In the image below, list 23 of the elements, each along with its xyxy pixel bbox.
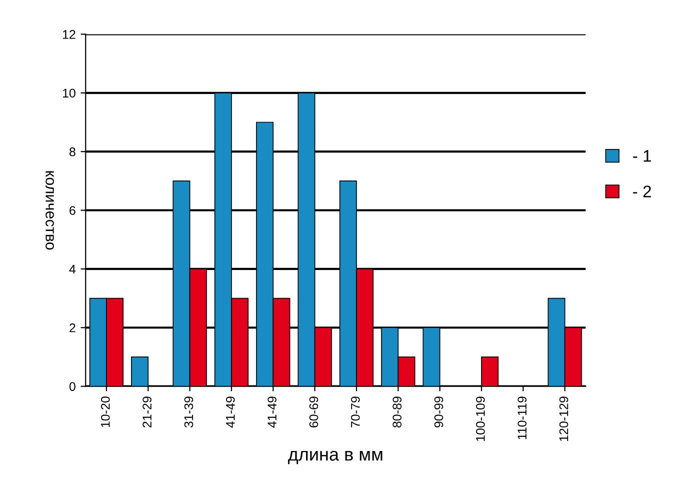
x-tick-label: 60-69 (309, 396, 318, 428)
x-tick-label: 31-39 (184, 396, 194, 428)
x-tick-label: 110-119 (518, 396, 527, 440)
y-tick-label: 2 (70, 323, 76, 332)
x-tick-label: 80-89 (392, 396, 402, 428)
y-tick-label: 6 (70, 206, 76, 215)
x-tick-label: 90-99 (434, 396, 444, 428)
y-tick-label: 4 (69, 264, 76, 274)
x-tick-label: 41-49 (226, 396, 235, 428)
x-axis-title: длина в мм (288, 450, 382, 464)
y-tick-label: 8 (69, 147, 76, 156)
x-tick-label: 100-109 (476, 396, 485, 441)
x-tick-label: 41-49 (268, 396, 276, 428)
y-tick-label: 12 (62, 30, 76, 39)
legend-label: - 1 (633, 150, 651, 162)
y-tick-label: 0 (69, 382, 76, 391)
y-tick-label: 10 (62, 88, 76, 98)
x-tick-label: 10-20 (100, 396, 110, 428)
legend-label: - 2 (633, 186, 651, 198)
x-tick-label: 70-79 (350, 396, 360, 428)
x-tick-label: 120-129 (559, 396, 568, 441)
y-axis-title: количество (46, 171, 54, 250)
x-tick-label: 21-29 (142, 396, 152, 428)
